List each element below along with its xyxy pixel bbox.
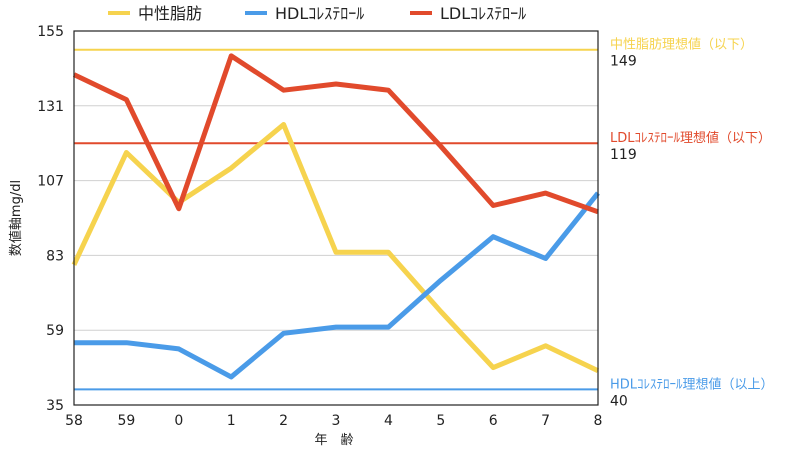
x-tick-label: 6 xyxy=(489,413,498,429)
reference-value: 119 xyxy=(610,147,637,163)
x-tick-label: 0 xyxy=(174,413,183,429)
x-tick-label: 8 xyxy=(594,413,603,429)
plot-border xyxy=(73,30,599,406)
series-lines xyxy=(71,53,600,380)
y-tick-label: 155 xyxy=(37,24,64,40)
grid-lines xyxy=(74,30,598,406)
x-tick-label: 3 xyxy=(332,413,341,429)
series-line-1 xyxy=(71,122,600,373)
y-tick-label: 35 xyxy=(46,398,64,414)
y-axis-title: 数値軸mg/dl xyxy=(8,180,24,256)
plot-frame xyxy=(73,30,599,406)
y-tick-label: 59 xyxy=(46,323,64,339)
reference-label: LDLｺﾚｽﾃﾛｰﾙ理想値（以下） xyxy=(610,130,771,146)
reference-lines: 中性脂肪理想値（以下）149 LDLｺﾚｽﾃﾛｰﾙ理想値（以下）119 HDLｺﾚｽ… xyxy=(74,37,774,409)
y-tick-label: 131 xyxy=(37,99,64,115)
y-tick-label: 107 xyxy=(37,174,64,190)
x-axis-title: 年 齢 xyxy=(314,433,353,448)
x-tick-label: 2 xyxy=(279,413,288,429)
x-tick-label: 5 xyxy=(436,413,445,429)
x-tick-label: 4 xyxy=(384,413,393,429)
legend-label: HDLｺﾚｽﾃﾛｰﾙ xyxy=(275,4,364,23)
legend-label: 中性脂肪 xyxy=(138,4,202,23)
legend: 中性脂肪 HDLｺﾚｽﾃﾛｰﾙ LDLｺﾚｽﾃﾛｰﾙ xyxy=(108,4,526,23)
y-axis-ticks: 35 59 83 107 131 155 xyxy=(37,24,64,414)
reference-value: 149 xyxy=(610,54,637,70)
reference-label: 中性脂肪理想値（以下） xyxy=(610,37,753,53)
series-line-3 xyxy=(72,53,599,215)
x-tick-label: 7 xyxy=(541,413,550,429)
x-tick-label: 1 xyxy=(227,413,236,429)
x-tick-label: 59 xyxy=(117,413,135,429)
legend-label: LDLｺﾚｽﾃﾛｰﾙ xyxy=(440,4,526,23)
series-line-2 xyxy=(74,191,600,380)
x-axis-ticks: 58 59 0 1 2 3 4 5 6 7 8 xyxy=(65,413,602,429)
reference-value: 40 xyxy=(610,393,628,409)
x-tick-label: 58 xyxy=(65,413,83,429)
reference-label: HDLｺﾚｽﾃﾛｰﾙ理想値（以上） xyxy=(610,376,774,392)
y-tick-label: 83 xyxy=(46,248,64,264)
